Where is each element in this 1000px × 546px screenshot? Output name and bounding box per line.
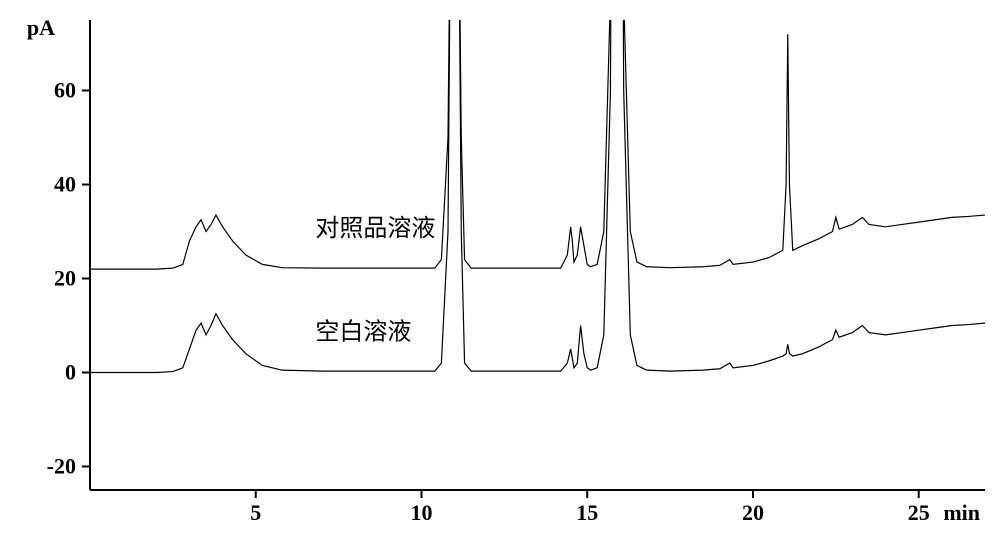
x-tick-label: 20: [742, 500, 764, 525]
x-axis-label: min: [943, 500, 980, 525]
y-tick-label: 20: [54, 266, 76, 291]
annotation-label: 对照品溶液: [315, 215, 435, 242]
x-tick-label: 5: [250, 500, 261, 525]
annotation-label: 空白溶液: [315, 319, 411, 346]
series-reference: [90, 0, 985, 269]
x-tick-label: 15: [576, 500, 598, 525]
chart-svg: -20 0 20 40 60 5 10 15 20 25 pA min 对照品溶液空白溶液: [0, 0, 1000, 546]
x-tick-label: 25: [908, 500, 930, 525]
series-group: [90, 0, 985, 373]
chromatogram-chart: -20 0 20 40 60 5 10 15 20 25 pA min 对照品溶液空白溶液: [0, 0, 1000, 546]
y-tick-label: -20: [47, 454, 76, 479]
y-tick-label: 0: [65, 360, 76, 385]
series-blank: [90, 0, 985, 373]
y-tick-label: 40: [54, 172, 76, 197]
y-tick-label: 60: [54, 78, 76, 103]
y-axis-label: pA: [27, 15, 55, 40]
x-tick-label: 10: [410, 500, 432, 525]
